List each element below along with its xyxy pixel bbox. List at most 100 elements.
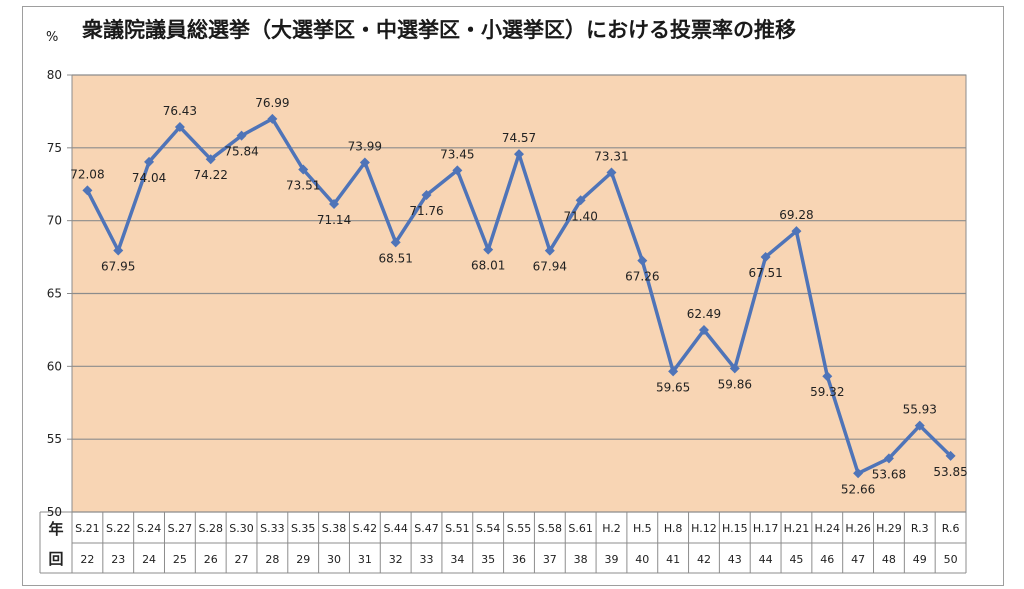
data-label: 55.93 xyxy=(903,403,937,417)
election-number-label: 45 xyxy=(789,553,803,566)
category-label: S.61 xyxy=(568,522,592,535)
data-label: 69.28 xyxy=(779,208,813,222)
data-label: 71.14 xyxy=(317,213,351,227)
category-label: H.2 xyxy=(602,522,621,535)
category-label: S.54 xyxy=(476,522,500,535)
category-label: S.44 xyxy=(383,522,407,535)
election-number-label: 33 xyxy=(420,553,434,566)
y-tick-label: 70 xyxy=(47,214,62,228)
election-number-label: 27 xyxy=(235,553,249,566)
data-point xyxy=(698,325,709,336)
data-label: 73.45 xyxy=(440,147,474,161)
data-point xyxy=(483,244,494,255)
category-label: S.27 xyxy=(168,522,192,535)
data-label: 53.68 xyxy=(872,467,906,481)
election-number-label: 31 xyxy=(358,553,372,566)
data-point xyxy=(544,245,555,256)
y-tick-label: 50 xyxy=(47,505,62,519)
category-label: R.3 xyxy=(911,522,929,535)
data-point xyxy=(514,149,524,160)
data-label: 76.99 xyxy=(255,96,289,110)
category-label: H.17 xyxy=(753,522,779,535)
data-point xyxy=(914,420,925,431)
category-label: H.12 xyxy=(691,522,717,535)
data-label: 73.31 xyxy=(594,149,628,163)
data-label: 59.32 xyxy=(810,385,844,399)
data-label: 52.66 xyxy=(841,482,875,496)
chart-title: 衆議院議員総選挙（大選挙区・中選挙区・小選挙区）における投票率の推移 xyxy=(82,18,796,42)
category-label: H.29 xyxy=(876,522,902,535)
election-number-label: 30 xyxy=(327,553,341,566)
y-tick-label: 60 xyxy=(47,359,62,373)
data-point xyxy=(760,251,771,262)
category-label: H.26 xyxy=(845,522,871,535)
election-number-label: 39 xyxy=(604,553,618,566)
row-label-count: 回 xyxy=(48,550,63,568)
election-number-label: 35 xyxy=(481,553,495,566)
y-tick-label: 65 xyxy=(47,287,62,301)
category-table: 年回 S.21 22 S.22 23 S.24 24 S.27 25 S.28 26 S.30 27 S.… xyxy=(39,511,967,574)
election-number-label: 22 xyxy=(80,553,94,566)
election-number-label: 42 xyxy=(697,553,711,566)
category-label: H.15 xyxy=(722,522,748,535)
data-label: 59.65 xyxy=(656,380,690,394)
data-point xyxy=(637,255,648,266)
election-number-label: 34 xyxy=(450,553,464,566)
data-point xyxy=(606,167,617,178)
data-point xyxy=(729,363,740,374)
data-label: 76.43 xyxy=(163,104,197,118)
data-point xyxy=(421,190,432,201)
category-label: R.6 xyxy=(942,522,960,535)
category-label: H.8 xyxy=(664,522,683,535)
category-label: S.24 xyxy=(137,522,161,535)
category-label: S.38 xyxy=(322,522,346,535)
data-label: 67.95 xyxy=(101,260,135,274)
election-number-label: 50 xyxy=(944,553,958,566)
data-point xyxy=(359,157,370,168)
category-label: S.21 xyxy=(75,522,99,535)
election-number-label: 29 xyxy=(296,553,310,566)
data-label: 62.49 xyxy=(687,307,721,321)
election-number-label: 43 xyxy=(728,553,742,566)
data-point xyxy=(144,156,155,167)
election-number-label: 32 xyxy=(389,553,403,566)
data-point xyxy=(853,468,864,479)
category-label: S.35 xyxy=(291,522,315,535)
category-label: S.28 xyxy=(198,522,222,535)
series-turnout xyxy=(82,113,956,479)
election-number-label: 49 xyxy=(913,553,927,566)
data-point xyxy=(822,371,833,382)
category-label: H.5 xyxy=(633,522,652,535)
data-label: 67.51 xyxy=(748,266,782,280)
data-point xyxy=(668,366,679,377)
data-label: 72.08 xyxy=(70,167,104,181)
category-label: S.42 xyxy=(353,522,377,535)
y-tick-label: 75 xyxy=(47,141,62,155)
y-tick-label: 80 xyxy=(47,68,62,82)
election-number-label: 47 xyxy=(851,553,865,566)
data-point xyxy=(298,164,309,175)
category-label: S.33 xyxy=(260,522,284,535)
y-tick-label: 55 xyxy=(47,432,62,446)
election-number-label: 36 xyxy=(512,553,526,566)
data-point xyxy=(945,450,956,461)
data-point xyxy=(883,453,894,464)
election-number-label: 48 xyxy=(882,553,896,566)
data-label: 59.86 xyxy=(718,377,752,391)
y-axis-unit-label: % xyxy=(46,30,59,45)
data-label: 73.99 xyxy=(348,140,382,154)
category-label: H.24 xyxy=(814,522,840,535)
data-label: 73.51 xyxy=(286,179,320,193)
category-label: S.30 xyxy=(229,522,253,535)
category-label: H.21 xyxy=(784,522,810,535)
data-label: 75.84 xyxy=(224,145,258,159)
data-label: 74.57 xyxy=(502,131,536,145)
election-number-label: 25 xyxy=(173,553,187,566)
data-point xyxy=(174,122,185,133)
data-point xyxy=(205,154,216,165)
data-label: 74.04 xyxy=(132,171,166,185)
data-label: 71.40 xyxy=(563,209,597,223)
data-label: 67.26 xyxy=(625,270,659,284)
election-number-label: 37 xyxy=(543,553,557,566)
